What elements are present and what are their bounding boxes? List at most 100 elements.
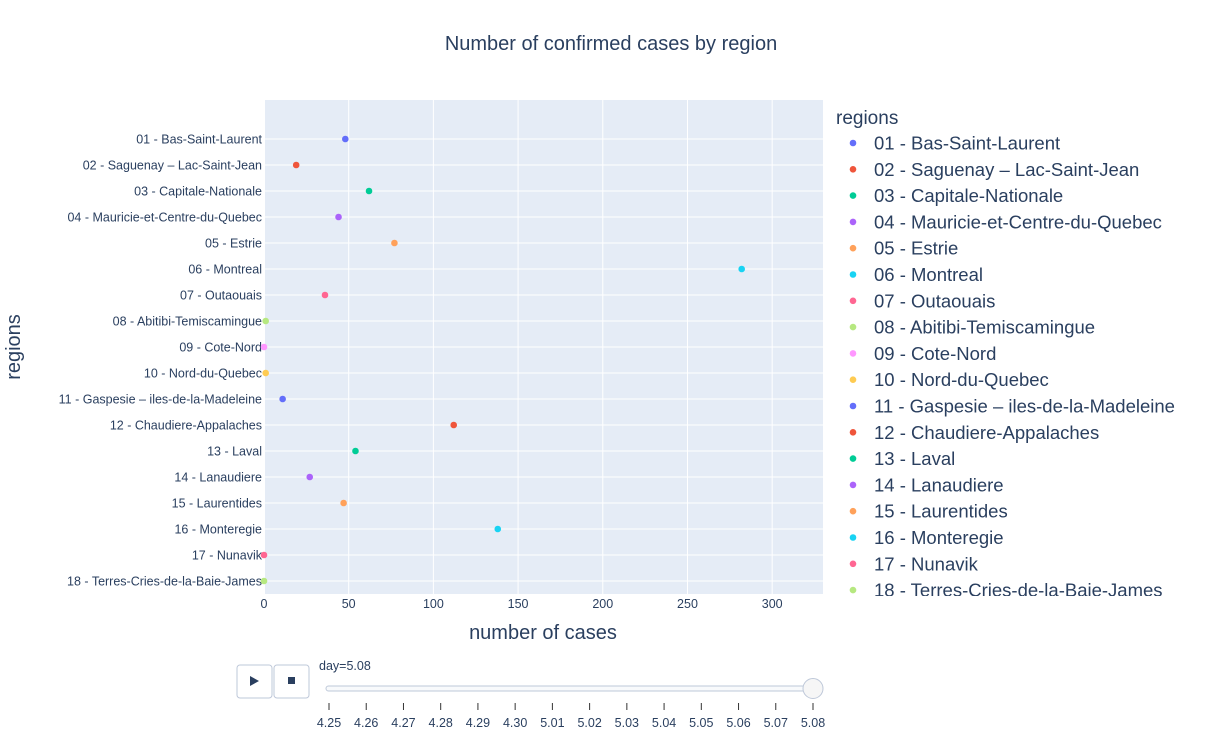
slider-step-label[interactable]: 5.08 — [801, 716, 825, 730]
data-point[interactable] — [738, 265, 745, 273]
legend-item[interactable]: 12 - Chaudiere-Appalaches — [849, 422, 1100, 443]
legend-item[interactable]: 16 - Monteregie — [849, 527, 1004, 548]
slider-step-label[interactable]: 4.25 — [317, 716, 341, 730]
y-tick-label: 14 - Lanaudiere — [174, 471, 262, 485]
play-button[interactable] — [236, 664, 273, 699]
chart-title: Number of confirmed cases by region — [445, 33, 777, 55]
data-point[interactable] — [342, 135, 349, 143]
stop-button[interactable] — [273, 664, 310, 699]
legend-item[interactable]: 11 - Gaspesie – iles-de-la-Madeleine — [849, 396, 1175, 417]
legend-label: 16 - Monteregie — [874, 527, 1004, 548]
legend-item[interactable]: 08 - Abitibi-Temiscamingue — [849, 317, 1095, 338]
legend-item[interactable]: 03 - Capitale-Nationale — [849, 185, 1064, 206]
y-tick-label: 13 - Laval — [207, 445, 262, 459]
slider-step-label[interactable]: 5.04 — [652, 716, 676, 730]
legend-label: 09 - Cote-Nord — [874, 343, 996, 364]
y-tick-label: 10 - Nord-du-Quebec — [144, 367, 262, 381]
legend-item[interactable]: 14 - Lanaudiere — [849, 474, 1004, 495]
data-point[interactable] — [260, 551, 268, 559]
legend-marker — [849, 586, 857, 594]
legend-item[interactable]: 18 - Terres-Cries-de-la-Baie-James — [849, 580, 1163, 601]
data-point[interactable] — [321, 291, 329, 299]
x-tick-label: 50 — [342, 597, 356, 611]
y-tick-label: 01 - Bas-Saint-Laurent — [136, 133, 262, 147]
data-point[interactable] — [494, 525, 502, 533]
legend-label: 05 - Estrie — [874, 238, 958, 259]
data-point[interactable] — [335, 213, 342, 221]
legend-marker — [849, 402, 857, 410]
y-tick-label: 07 - Outaouais — [180, 289, 262, 303]
legend-label: 11 - Gaspesie – iles-de-la-Madeleine — [874, 396, 1175, 417]
legend-marker — [849, 297, 857, 305]
x-axis-ticks: 0 50 100 150 200 250 300 — [261, 597, 783, 611]
legend-item[interactable]: 06 - Montreal — [849, 264, 983, 285]
legend-marker — [849, 244, 857, 252]
legend-item[interactable]: 10 - Nord-du-Quebec — [849, 369, 1049, 390]
x-tick-label: 0 — [261, 597, 268, 611]
slider-step-label[interactable]: 5.03 — [615, 716, 639, 730]
slider-step-label[interactable]: 4.26 — [354, 716, 378, 730]
data-point[interactable] — [260, 343, 268, 351]
legend-item[interactable]: 13 - Laval — [849, 448, 956, 469]
slider-steps: 4.25 4.26 4.27 4.28 4.29 4.30 5.01 5.02 5.03 5.04… — [317, 703, 825, 730]
legend-label: 03 - Capitale-Nationale — [874, 185, 1063, 206]
legend-item[interactable]: 04 - Mauricie-et-Centre-du-Quebec — [849, 211, 1162, 232]
legend-label: 13 - Laval — [874, 448, 955, 469]
y-tick-label: 06 - Montreal — [188, 263, 262, 277]
legend-label: 18 - Terres-Cries-de-la-Baie-James — [874, 580, 1163, 601]
legend-marker — [849, 271, 857, 278]
data-point[interactable] — [260, 577, 268, 585]
data-point[interactable] — [292, 161, 300, 169]
y-axis-title: regions — [3, 314, 25, 380]
legend-label: 08 - Abitibi-Temiscamingue — [874, 317, 1095, 338]
slider-step-label[interactable]: 4.29 — [466, 716, 490, 730]
grid — [263, 100, 823, 594]
legend-marker — [849, 323, 857, 331]
x-tick-label: 150 — [508, 597, 529, 611]
data-point[interactable] — [262, 317, 269, 325]
stop-icon — [288, 677, 295, 684]
y-tick-label: 16 - Monteregie — [174, 523, 262, 537]
legend-marker — [849, 218, 857, 226]
slider-handle[interactable] — [802, 678, 824, 699]
legend-marker — [849, 507, 857, 515]
legend-item[interactable]: 09 - Cote-Nord — [849, 343, 997, 364]
legend-marker — [849, 429, 857, 436]
legend-item[interactable]: 01 - Bas-Saint-Laurent — [849, 133, 1060, 154]
y-axis-ticks: 01 - Bas-Saint-Laurent 02 - Saguenay – La… — [59, 133, 263, 589]
data-point[interactable] — [391, 239, 398, 247]
legend-marker — [849, 376, 857, 384]
slider-step-label[interactable]: 5.01 — [540, 716, 564, 730]
legend-label: 17 - Nunavik — [874, 553, 979, 574]
slider-step-label[interactable]: 4.27 — [391, 716, 415, 730]
legend-item[interactable]: 05 - Estrie — [849, 238, 959, 259]
y-tick-label: 02 - Saguenay – Lac-Saint-Jean — [83, 159, 262, 173]
legend-item[interactable]: 15 - Laurentides — [849, 501, 1008, 522]
slider-step-label[interactable]: 5.02 — [577, 716, 601, 730]
data-point[interactable] — [365, 187, 373, 195]
data-point[interactable] — [450, 421, 458, 429]
slider-rail[interactable] — [325, 685, 815, 692]
data-point[interactable] — [352, 447, 359, 455]
slider-step-label[interactable]: 4.28 — [429, 716, 453, 730]
legend-label: 06 - Montreal — [874, 264, 983, 285]
slider-step-label[interactable]: 5.06 — [726, 716, 750, 730]
data-point[interactable] — [262, 369, 269, 377]
legend-marker — [849, 534, 857, 541]
legend-item[interactable]: 17 - Nunavik — [849, 553, 979, 574]
data-point[interactable] — [279, 395, 286, 403]
data-point[interactable] — [340, 499, 347, 507]
slider-step-label[interactable]: 5.05 — [689, 716, 713, 730]
slider-current-value: day=5.08 — [319, 659, 371, 673]
legend-item[interactable]: 02 - Saguenay – Lac-Saint-Jean — [849, 159, 1140, 180]
legend-item[interactable]: 07 - Outaouais — [849, 290, 996, 311]
slider-step-label[interactable]: 4.30 — [503, 716, 527, 730]
legend-marker — [849, 560, 857, 568]
slider-step-label[interactable]: 5.07 — [764, 716, 788, 730]
y-tick-label: 04 - Mauricie-et-Centre-du-Quebec — [67, 211, 262, 225]
data-point[interactable] — [306, 473, 314, 481]
legend-label: 15 - Laurentides — [874, 501, 1008, 522]
legend-marker — [849, 139, 857, 147]
y-tick-label: 08 - Abitibi-Temiscamingue — [113, 315, 262, 329]
